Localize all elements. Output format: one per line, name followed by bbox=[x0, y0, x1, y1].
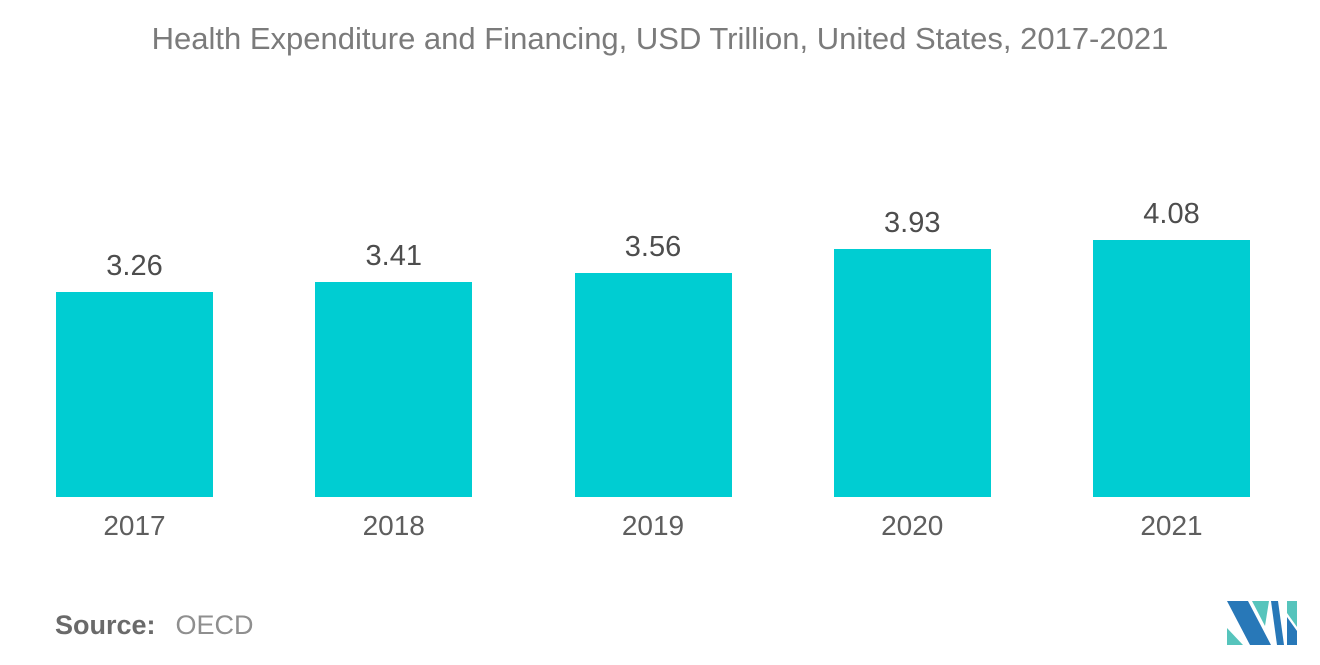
chart-title: Health Expenditure and Financing, USD Tr… bbox=[151, 21, 1169, 56]
x-axis-tick-label: 2019 bbox=[621, 510, 685, 541]
logo-main-blue-band bbox=[1227, 601, 1271, 645]
mordor-intelligence-logo bbox=[1227, 601, 1297, 645]
bar-value-label: 3.93 bbox=[884, 207, 941, 239]
source-label: Source: bbox=[55, 610, 156, 640]
logo-second-blue-band bbox=[1271, 601, 1284, 645]
logo-right-teal-shape bbox=[1287, 601, 1297, 627]
bar-value-label: 3.26 bbox=[106, 250, 163, 282]
x-axis-tick-label: 2018 bbox=[362, 510, 425, 541]
x-axis-tick-label: 2020 bbox=[881, 510, 944, 541]
logo-right-blue-shape bbox=[1287, 617, 1297, 645]
bar-value-label: 4.08 bbox=[1143, 198, 1200, 230]
bar-2018: 3.41 2018 bbox=[315, 240, 473, 541]
x-axis-tick-label: 2017 bbox=[103, 510, 166, 541]
bar-2020: 3.93 2020 bbox=[833, 207, 991, 541]
source-value: OECD bbox=[175, 610, 254, 640]
logo-left-teal-triangle bbox=[1227, 628, 1243, 645]
bar-value-label: 3.56 bbox=[624, 231, 682, 263]
bar-2021: 4.08 2021 bbox=[1093, 198, 1250, 541]
x-axis-tick-label: 2021 bbox=[1140, 510, 1203, 541]
bar-value-label: 3.41 bbox=[365, 240, 422, 272]
logo-middle-teal-triangle bbox=[1252, 601, 1269, 626]
source-row: Source: OECD bbox=[55, 610, 254, 641]
bar-2019: 3.56 2019 bbox=[574, 231, 732, 541]
bar-2017: 3.26 2017 bbox=[56, 250, 213, 541]
bar-plot-area: 3.26 2017 3.41 2018 3.56 2019 3.93 2020 4.08 2021 bbox=[56, 198, 1250, 541]
